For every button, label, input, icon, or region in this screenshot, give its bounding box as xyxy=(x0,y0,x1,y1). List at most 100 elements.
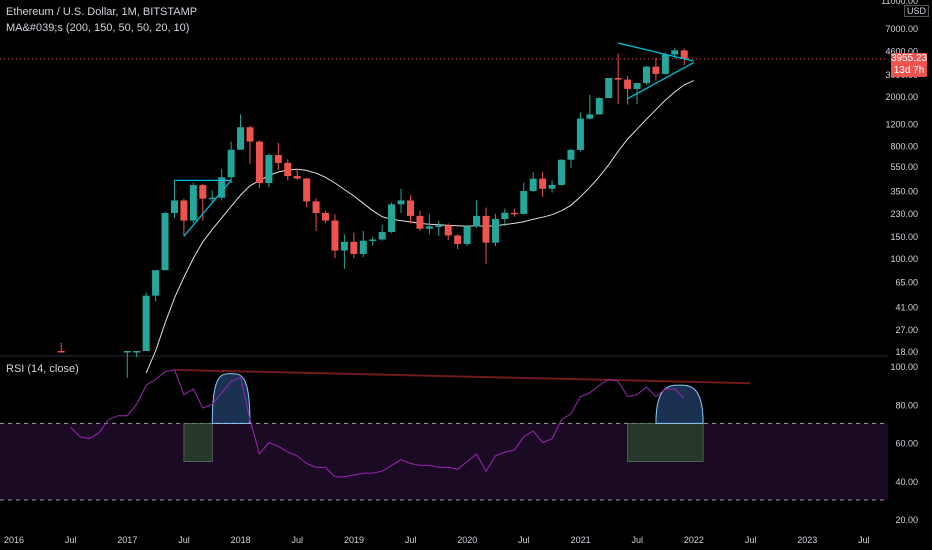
candle xyxy=(340,234,348,269)
price-tick-label: 41.00 xyxy=(895,302,918,312)
price-tick-label: 550.00 xyxy=(890,162,918,172)
time-tick-label: 2021 xyxy=(571,535,591,545)
candle-body xyxy=(303,178,311,202)
time-tick-label: 2020 xyxy=(457,535,477,545)
price-tick-label: 11000.00 xyxy=(881,0,918,6)
candle-body xyxy=(170,200,178,214)
candle-body xyxy=(633,83,641,89)
candle xyxy=(595,97,603,115)
candle-body xyxy=(359,240,367,254)
price-tick-label: 350.00 xyxy=(890,186,918,196)
price-tick-label: 1200.00 xyxy=(885,120,918,130)
candle-body xyxy=(416,215,424,229)
price-axis[interactable]: 18.00 27.00 41.00 65.00 100.00 150.00 230.00 35… xyxy=(881,0,918,525)
candle-body xyxy=(237,127,245,150)
time-tick-label: Jul xyxy=(405,535,417,545)
candle-body xyxy=(614,78,622,80)
candle xyxy=(246,125,254,164)
candle-body xyxy=(350,241,358,254)
candle-body xyxy=(558,159,566,185)
rsi-line xyxy=(70,369,685,478)
candle-body xyxy=(539,178,547,189)
candle-body xyxy=(520,191,528,214)
price-tick-label: 2000.00 xyxy=(885,92,918,102)
candle xyxy=(397,188,405,214)
candle-body xyxy=(227,149,235,178)
price-tick-label: 65.00 xyxy=(895,277,918,287)
candle xyxy=(255,140,263,188)
candle-body xyxy=(652,66,660,74)
price-tick-label: 4600.00 xyxy=(885,47,918,57)
candle xyxy=(473,200,481,228)
candle-body xyxy=(463,226,471,244)
candle xyxy=(388,202,396,234)
candle-body xyxy=(180,200,188,221)
candle xyxy=(237,114,245,150)
time-tick-label: 2016 xyxy=(4,535,24,545)
chart-title[interactable]: Ethereum / U.S. Dollar, 1M, BITSTAMP xyxy=(6,6,198,18)
rsi-legend[interactable]: RSI (14, close) xyxy=(6,363,79,375)
candle-body xyxy=(284,162,292,177)
price-tick-label: 7000.00 xyxy=(885,24,918,34)
rsi-resistance-line xyxy=(174,368,751,385)
candle xyxy=(284,159,292,181)
candle xyxy=(350,232,358,259)
time-tick-label: Jul xyxy=(65,535,77,545)
time-axis[interactable]: 2016 Jul 2017 Jul 2018 Jul 2019 Jul 2020 Jul 2021 J… xyxy=(4,535,870,545)
candle xyxy=(161,211,169,271)
price-tick-label: 150.00 xyxy=(890,232,918,242)
rsi-tick-label: 60.00 xyxy=(895,439,918,449)
candle xyxy=(425,214,433,235)
candle-body xyxy=(133,351,141,353)
candle xyxy=(661,52,669,75)
candle-body xyxy=(444,225,452,236)
candle xyxy=(605,78,613,99)
candle-body xyxy=(671,50,679,55)
rsi-series xyxy=(70,368,751,478)
candle-body xyxy=(312,201,320,214)
candle xyxy=(189,183,197,224)
rsi-range-box xyxy=(627,423,704,462)
candle xyxy=(642,66,650,85)
trendline-drawings[interactable] xyxy=(174,42,694,237)
time-tick-label: Jul xyxy=(745,535,757,545)
candle xyxy=(293,168,301,180)
candle-body xyxy=(331,220,339,251)
candle-body xyxy=(246,127,254,142)
candle xyxy=(369,236,377,246)
candle-body xyxy=(161,213,169,271)
candle xyxy=(624,75,632,105)
candle xyxy=(510,208,518,217)
ma-legend[interactable]: MA&#039;s (200, 150, 50, 50, 20, 10) xyxy=(6,22,190,34)
candle-body xyxy=(265,155,273,184)
candle-body xyxy=(208,197,216,200)
candle xyxy=(520,183,528,215)
candle xyxy=(444,223,452,240)
candle xyxy=(265,153,273,188)
time-tick-label: 2023 xyxy=(797,535,817,545)
candle xyxy=(331,214,339,259)
candle xyxy=(303,177,311,208)
time-tick-label: 2019 xyxy=(344,535,364,545)
candle xyxy=(152,270,160,302)
candle-body xyxy=(425,226,433,229)
candle-body xyxy=(473,215,481,227)
price-tick-label: 18.00 xyxy=(895,347,918,357)
candle xyxy=(576,112,584,152)
candle-body xyxy=(152,270,160,296)
currency-label[interactable]: USD xyxy=(904,5,930,17)
candle xyxy=(529,172,537,192)
candle-body xyxy=(199,185,207,199)
candle xyxy=(142,292,150,351)
candle xyxy=(322,210,330,224)
rsi-pane xyxy=(0,355,888,501)
candle-body xyxy=(529,178,537,192)
time-tick-label: Jul xyxy=(632,535,644,545)
candle-body xyxy=(255,141,263,184)
candle xyxy=(680,48,688,66)
candle-body xyxy=(680,50,688,59)
candle xyxy=(406,195,414,224)
candle-body xyxy=(661,54,669,74)
rsi-range-box xyxy=(183,423,213,462)
